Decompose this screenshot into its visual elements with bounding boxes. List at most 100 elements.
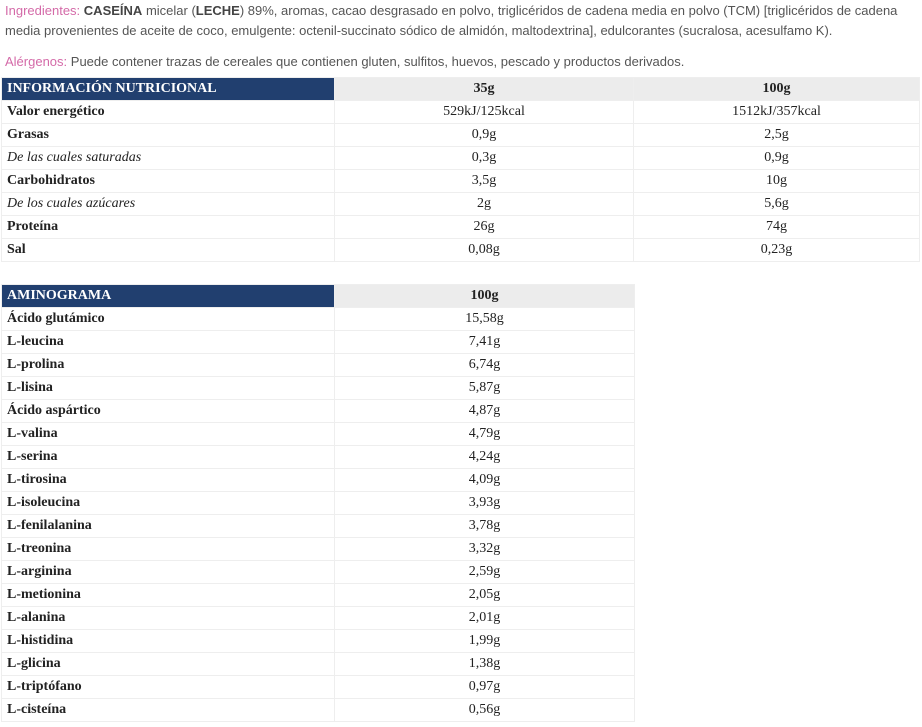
row-label: L-glicina <box>1 652 335 676</box>
value-cell: 529kJ/125kcal <box>334 100 634 124</box>
row-label: Grasas <box>1 123 335 147</box>
table-row: L-prolina 6,74g <box>1 353 635 377</box>
row-label: L-lisina <box>1 376 335 400</box>
header-cell: AMINOGRAMA <box>1 284 335 308</box>
ingredient-bold: LECHE <box>195 3 240 18</box>
table-row: L-treonina 3,32g <box>1 537 635 561</box>
allergens-text: Puede contener trazas de cereales que co… <box>70 54 685 69</box>
table-row: Grasas 0,9g 2,5g <box>1 123 920 147</box>
value-cell: 5,87g <box>334 376 635 400</box>
header-cell: INFORMACIÓN NUTRICIONAL <box>1 77 335 101</box>
value-cell: 5,6g <box>633 192 920 216</box>
row-label: De las cuales saturadas <box>1 146 335 170</box>
ingredients-label: Ingredientes: <box>5 3 81 18</box>
row-label: L-alanina <box>1 606 335 630</box>
value-cell: 4,09g <box>334 468 635 492</box>
row-label: Ácido glutámico <box>1 307 335 331</box>
row-label: L-metionina <box>1 583 335 607</box>
value-cell: 0,23g <box>633 238 920 262</box>
row-label: L-fenilalanina <box>1 514 335 538</box>
value-cell: 15,58g <box>334 307 635 331</box>
value-cell: 74g <box>633 215 920 239</box>
table-row: L-tirosina 4,09g <box>1 468 635 492</box>
value-cell: 2,59g <box>334 560 635 584</box>
value-cell: 4,79g <box>334 422 635 446</box>
allergens: Alérgenos: Puede contener trazas de cere… <box>0 52 922 72</box>
table-row: L-arginina 2,59g <box>1 560 635 584</box>
table-row: L-isoleucina 3,93g <box>1 491 635 515</box>
table-row: Proteína 26g 74g <box>1 215 920 239</box>
table-row: L-metionina 2,05g <box>1 583 635 607</box>
ingredients: Ingredientes: CASEÍNA micelar (LECHE) 89… <box>0 0 922 41</box>
ingredient-text: ) 89%, aromas, cacao desgrasado en polvo… <box>5 3 898 38</box>
row-label: L-arginina <box>1 560 335 584</box>
value-cell: 2g <box>334 192 634 216</box>
table-row: L-triptófano 0,97g <box>1 675 635 699</box>
table-row: L-serina 4,24g <box>1 445 635 469</box>
value-cell: 1512kJ/357kcal <box>633 100 920 124</box>
header-row: AMINOGRAMA 100g <box>1 284 635 308</box>
row-label: L-tirosina <box>1 468 335 492</box>
header-cell: 100g <box>334 284 635 308</box>
table-row: De los cuales azúcares 2g 5,6g <box>1 192 920 216</box>
row-label: Ácido aspártico <box>1 399 335 423</box>
allergens-label: Alérgenos: <box>5 54 68 69</box>
row-label: L-leucina <box>1 330 335 354</box>
row-label: L-isoleucina <box>1 491 335 515</box>
row-label: L-valina <box>1 422 335 446</box>
value-cell: 0,97g <box>334 675 635 699</box>
table-row: Ácido glutámico 15,58g <box>1 307 635 331</box>
nutrition-table: INFORMACIÓN NUTRICIONAL 35g 100g Valor ener… <box>1 77 920 262</box>
ingredient-bold: CASEÍNA <box>83 3 143 18</box>
table-row: L-fenilalanina 3,78g <box>1 514 635 538</box>
value-cell: 4,87g <box>334 399 635 423</box>
table-row: L-alanina 2,01g <box>1 606 635 630</box>
value-cell: 2,5g <box>633 123 920 147</box>
row-label: L-prolina <box>1 353 335 377</box>
ingredient-text: micelar ( <box>145 3 196 18</box>
value-cell: 3,5g <box>334 169 634 193</box>
value-cell: 3,93g <box>334 491 635 515</box>
table-row: Valor energético 529kJ/125kcal 1512kJ/357k… <box>1 100 920 124</box>
table-row: L-valina 4,79g <box>1 422 635 446</box>
value-cell: 6,74g <box>334 353 635 377</box>
header-cell: 100g <box>633 77 920 101</box>
value-cell: 1,38g <box>334 652 635 676</box>
value-cell: 10g <box>633 169 920 193</box>
value-cell: 4,24g <box>334 445 635 469</box>
row-label: L-cisteína <box>1 698 335 722</box>
value-cell: 0,3g <box>334 146 634 170</box>
aminogram-table: AMINOGRAMA 100g Ácido glutámico 15,58g L-leu… <box>1 284 635 722</box>
value-cell: 2,01g <box>334 606 635 630</box>
header-cell: 35g <box>334 77 634 101</box>
header-row: INFORMACIÓN NUTRICIONAL 35g 100g <box>1 77 920 101</box>
value-cell: 3,78g <box>334 514 635 538</box>
table-row: Carbohidratos 3,5g 10g <box>1 169 920 193</box>
value-cell: 0,56g <box>334 698 635 722</box>
row-label: L-histidina <box>1 629 335 653</box>
value-cell: 0,08g <box>334 238 634 262</box>
row-label: L-triptófano <box>1 675 335 699</box>
table-row: L-lisina 5,87g <box>1 376 635 400</box>
row-label: Sal <box>1 238 335 262</box>
table-row: L-histidina 1,99g <box>1 629 635 653</box>
row-label: L-treonina <box>1 537 335 561</box>
table-row: De las cuales saturadas 0,3g 0,9g <box>1 146 920 170</box>
value-cell: 1,99g <box>334 629 635 653</box>
value-cell: 3,32g <box>334 537 635 561</box>
value-cell: 0,9g <box>334 123 634 147</box>
table-row: L-leucina 7,41g <box>1 330 635 354</box>
row-label: Carbohidratos <box>1 169 335 193</box>
value-cell: 2,05g <box>334 583 635 607</box>
value-cell: 26g <box>334 215 634 239</box>
value-cell: 0,9g <box>633 146 920 170</box>
row-label: L-serina <box>1 445 335 469</box>
row-label: Valor energético <box>1 100 335 124</box>
table-row: Sal 0,08g 0,23g <box>1 238 920 262</box>
row-label: De los cuales azúcares <box>1 192 335 216</box>
table-row: L-glicina 1,38g <box>1 652 635 676</box>
table-row: Ácido aspártico 4,87g <box>1 399 635 423</box>
row-label: Proteína <box>1 215 335 239</box>
